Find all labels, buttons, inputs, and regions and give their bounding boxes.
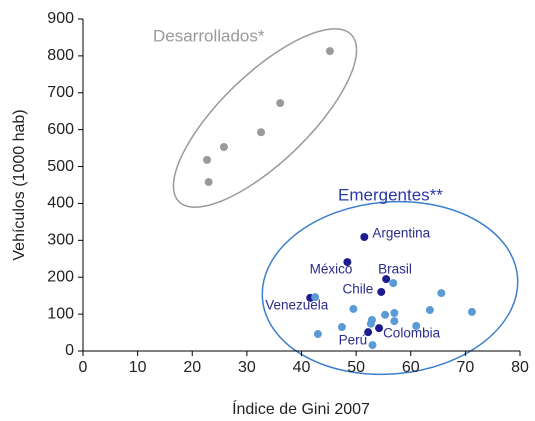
- x-tick-label: 70: [456, 359, 474, 376]
- point: [276, 99, 285, 108]
- point: [257, 128, 266, 137]
- point: [349, 304, 358, 313]
- point: [325, 47, 334, 56]
- x-tick-label: 50: [347, 359, 365, 376]
- point-label: Brasil: [378, 262, 412, 277]
- point-label: Argentina: [372, 226, 430, 241]
- x-tick-label: 10: [129, 359, 147, 376]
- y-tick-label: 600: [47, 121, 74, 138]
- point: [390, 309, 399, 318]
- y-tick-label: 0: [65, 342, 74, 359]
- point: [364, 328, 373, 337]
- point: [343, 258, 352, 267]
- y-tick-label: 100: [47, 305, 74, 322]
- y-axis-title: Vehículos (1000 hab): [11, 109, 28, 260]
- point: [412, 321, 421, 330]
- point: [368, 341, 377, 350]
- point: [360, 233, 369, 242]
- x-tick-label: 80: [511, 359, 529, 376]
- y-tick-label: 800: [47, 47, 74, 64]
- point-label: Venezuela: [265, 297, 329, 312]
- point: [375, 324, 384, 333]
- x-axis-title: Índice de Gini 2007: [232, 399, 370, 418]
- point: [425, 306, 434, 315]
- point: [389, 279, 398, 288]
- y-tick-label: 400: [47, 195, 74, 212]
- point: [381, 310, 390, 319]
- annotation: Desarrollados*: [153, 26, 265, 45]
- x-tick-label: 40: [293, 359, 311, 376]
- point-label: México: [310, 262, 353, 277]
- point: [390, 317, 399, 326]
- point: [382, 275, 391, 284]
- point-label: Colombia: [383, 326, 441, 341]
- y-tick-label: 900: [47, 10, 74, 27]
- point: [313, 330, 322, 339]
- y-tick-label: 300: [47, 232, 74, 249]
- point: [311, 293, 320, 302]
- x-tick-label: 30: [238, 359, 256, 376]
- x-tick-label: 20: [183, 359, 201, 376]
- x-tick-label: 60: [402, 359, 420, 376]
- point: [467, 307, 476, 316]
- x-tick-label: 0: [79, 359, 88, 376]
- emerging-ellipse: [261, 200, 519, 376]
- point: [377, 287, 386, 296]
- y-tick-label: 200: [47, 268, 74, 285]
- point: [437, 289, 446, 298]
- point: [202, 155, 211, 164]
- point: [204, 178, 213, 187]
- point: [219, 143, 228, 152]
- point-label: Chile: [342, 282, 373, 297]
- annotation: Emergentes**: [338, 185, 443, 204]
- point: [366, 319, 375, 328]
- y-tick-label: 700: [47, 84, 74, 101]
- developed-ellipse: [172, 28, 358, 208]
- point-label: Perú: [339, 333, 368, 348]
- y-tick-label: 500: [47, 158, 74, 175]
- point: [337, 323, 346, 332]
